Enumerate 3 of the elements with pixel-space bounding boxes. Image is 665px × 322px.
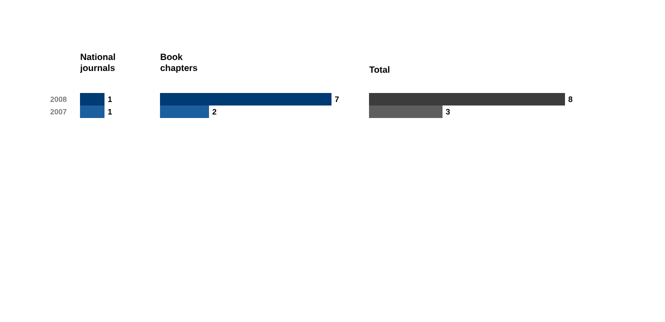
chart-title: National journals [80, 53, 115, 73]
chart-title: Total [369, 66, 390, 73]
chart-title: Book chapters [160, 53, 198, 73]
